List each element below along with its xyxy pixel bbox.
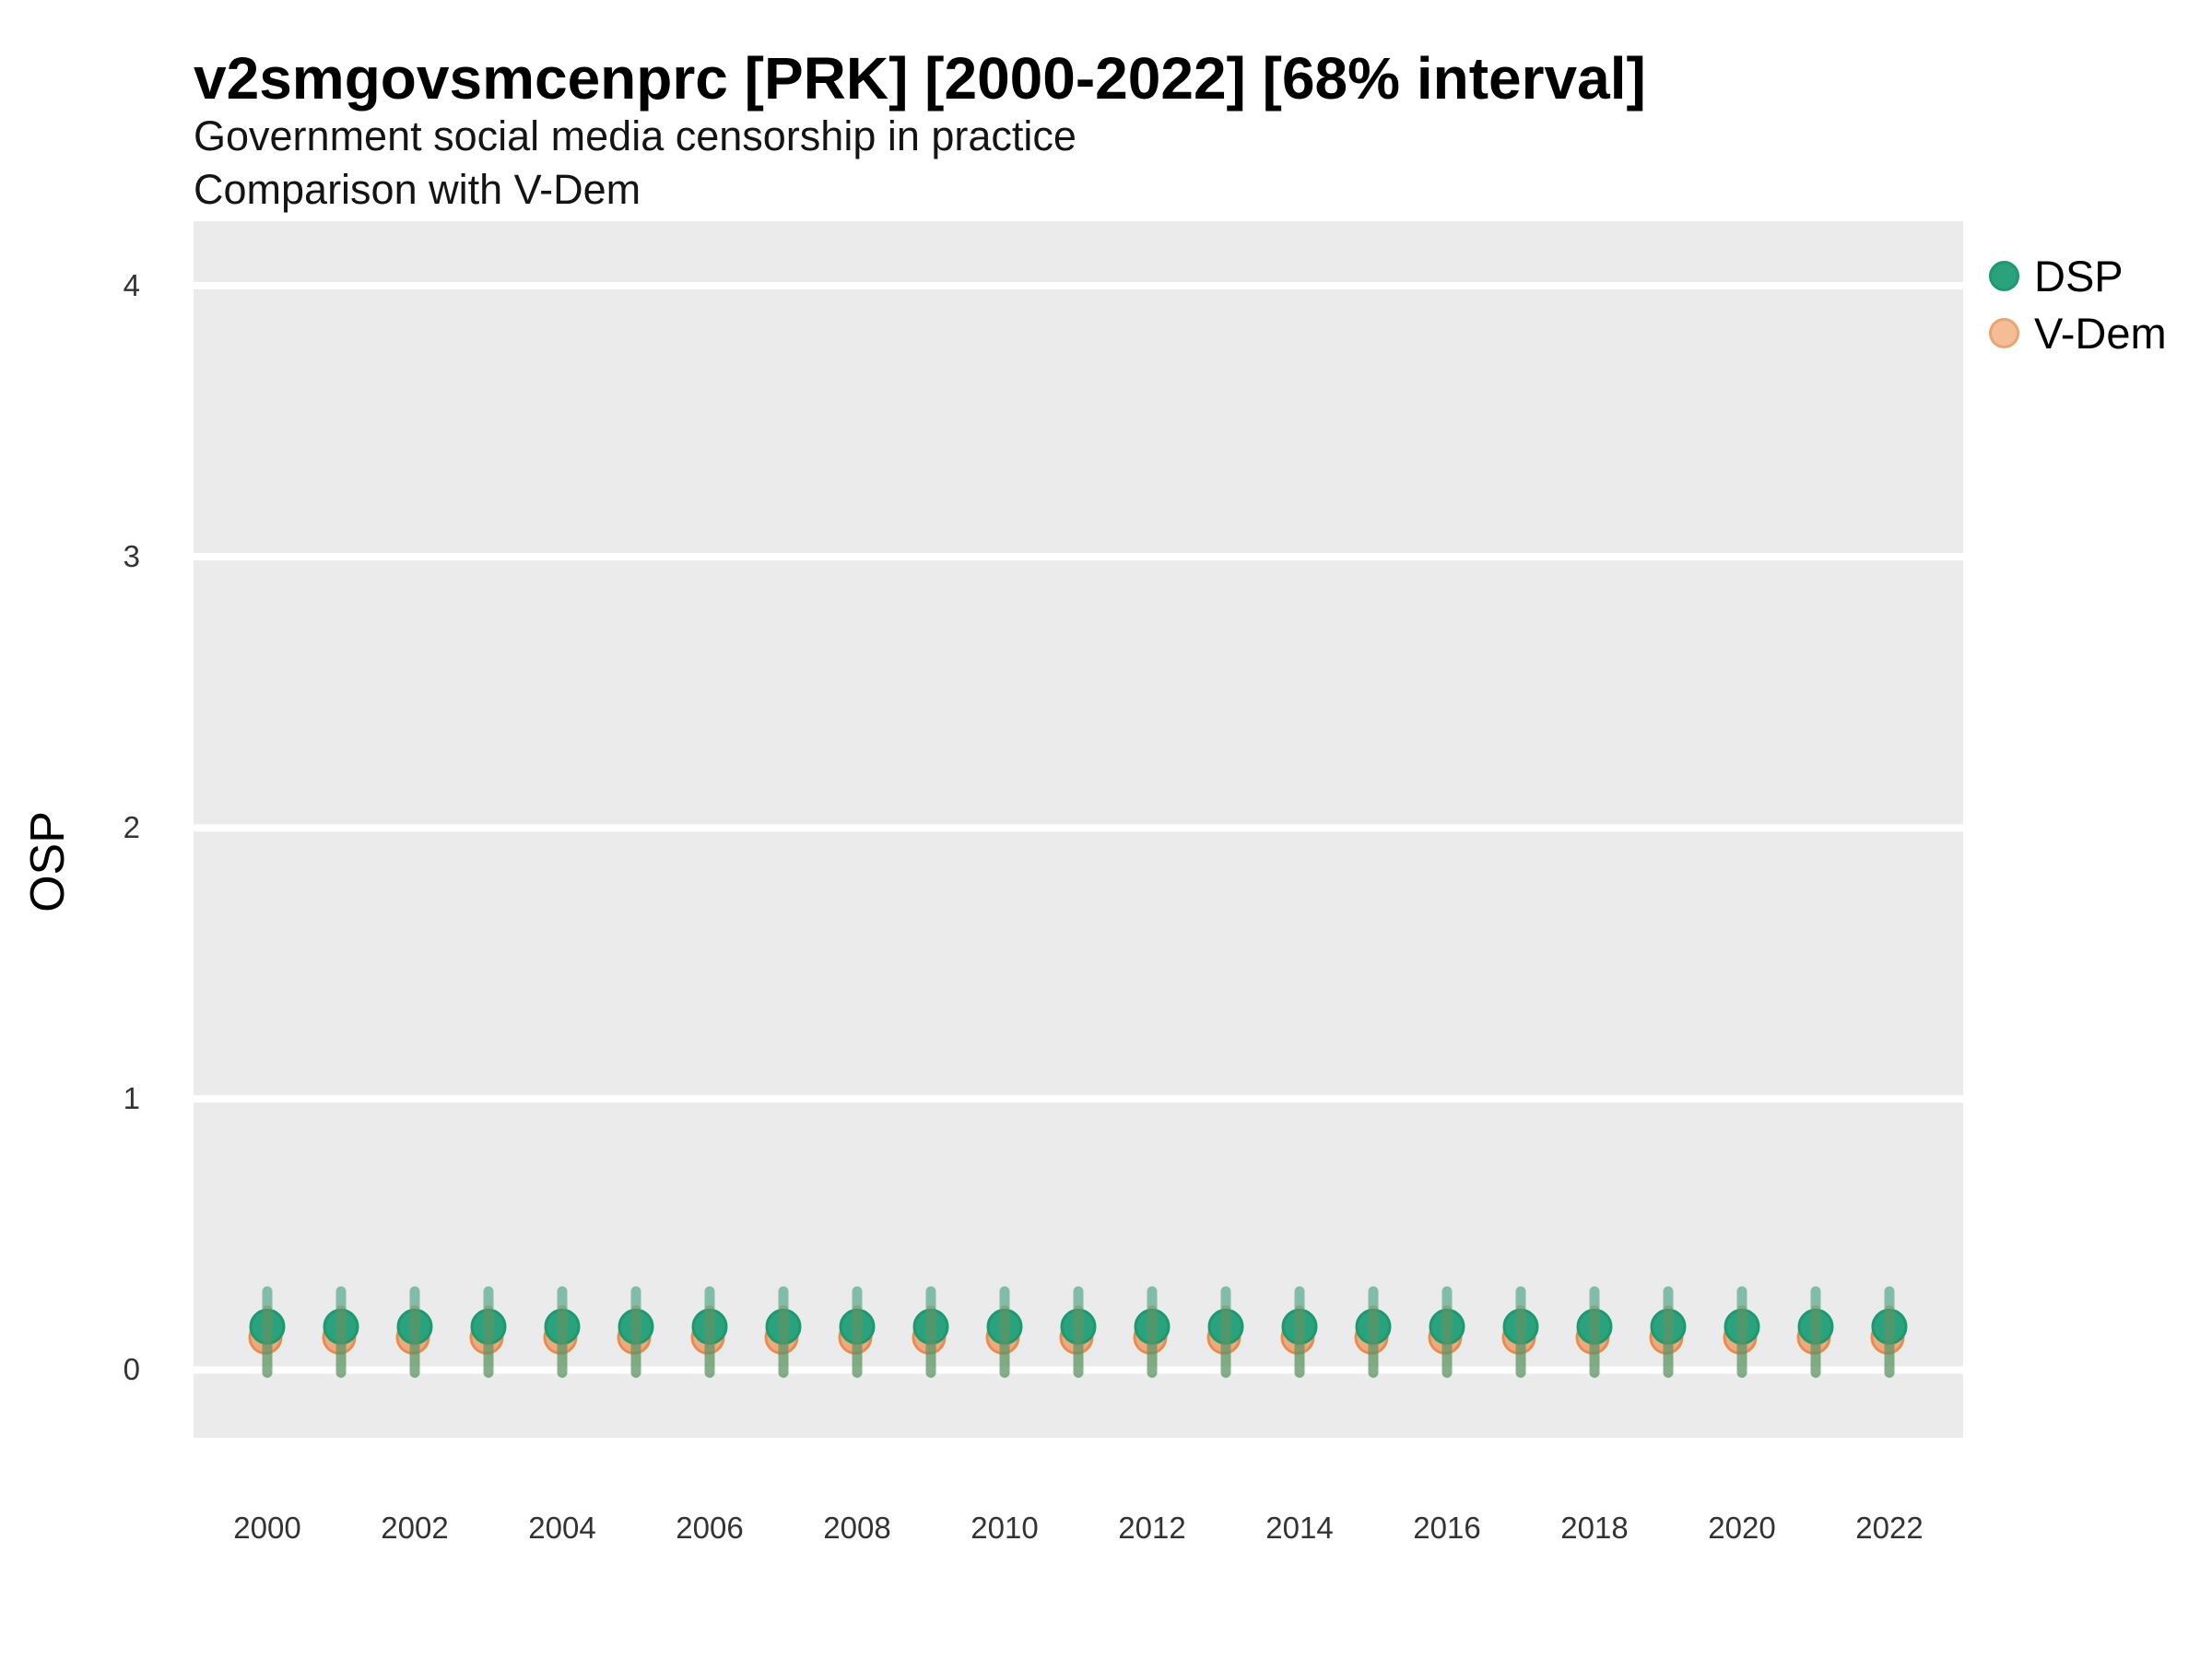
x-tick-label-2016: 2016 — [1413, 1511, 1481, 1545]
data-point-group-2007 — [764, 1286, 802, 1378]
data-point-group-2018 — [1575, 1286, 1613, 1378]
legend-label-dsp: DSP — [2034, 251, 2124, 300]
data-point-group-2004 — [543, 1286, 581, 1378]
data-point-group-2013 — [1206, 1286, 1244, 1378]
x-tick-label-2002: 2002 — [381, 1511, 449, 1545]
data-point-group-2008 — [838, 1286, 876, 1378]
data-point-group-2001 — [322, 1286, 359, 1378]
x-tick-label-2014: 2014 — [1265, 1511, 1334, 1545]
data-point-group-2021 — [1796, 1286, 1834, 1378]
data-point-group-2012 — [1133, 1286, 1171, 1378]
gridline-y-3 — [194, 553, 1963, 561]
dsp-legend-dot-icon — [1989, 260, 2019, 291]
legend: DSP V-Dem — [1989, 247, 2167, 361]
data-point-group-2017 — [1501, 1286, 1539, 1378]
x-tick-label-2020: 2020 — [1708, 1511, 1776, 1545]
chart-title: v2smgovsmcenprc [PRK] [2000-2022] [68% i… — [194, 45, 1646, 112]
plot-panel — [194, 221, 1963, 1438]
x-tick-label-2004: 2004 — [528, 1511, 596, 1545]
x-tick-label-2018: 2018 — [1560, 1511, 1629, 1545]
gridline-y-1 — [194, 1095, 1963, 1103]
data-point-group-2010 — [985, 1286, 1023, 1378]
data-point-group-2014 — [1280, 1286, 1318, 1378]
x-tick-label-2022: 2022 — [1855, 1511, 1924, 1545]
x-tick-label-2000: 2000 — [233, 1511, 301, 1545]
legend-label-vdem: V-Dem — [2034, 308, 2167, 358]
x-tick-label-2012: 2012 — [1118, 1511, 1186, 1545]
data-point-group-2015 — [1354, 1286, 1392, 1378]
data-point-group-2009 — [912, 1286, 949, 1378]
data-point-group-2005 — [617, 1286, 654, 1378]
vdem-legend-dot-icon — [1989, 317, 2019, 348]
data-point-group-2020 — [1723, 1286, 1760, 1378]
data-point-group-2019 — [1649, 1286, 1687, 1378]
chart-subtitle: Government social media censorship in pr… — [194, 112, 1077, 159]
chart-comparison-note: Comparison with V-Dem — [194, 166, 641, 213]
y-tick-label-1: 1 — [123, 1081, 140, 1116]
gridline-y-2 — [194, 824, 1963, 832]
legend-item-dsp: DSP — [1989, 247, 2167, 304]
x-tick-label-2010: 2010 — [971, 1511, 1039, 1545]
y-tick-label-3: 3 — [123, 539, 140, 574]
y-tick-label-0: 0 — [123, 1352, 140, 1387]
data-point-group-2002 — [395, 1286, 433, 1378]
x-tick-label-2008: 2008 — [823, 1511, 891, 1545]
data-point-group-2022 — [1870, 1286, 1908, 1378]
y-tick-label-4: 4 — [123, 268, 140, 302]
y-tick-label-2: 2 — [123, 810, 140, 845]
data-point-group-2016 — [1428, 1286, 1465, 1378]
plot-canvas — [194, 282, 1963, 1378]
data-point-group-2011 — [1059, 1286, 1097, 1378]
data-point-group-2000 — [248, 1286, 286, 1378]
data-point-group-2003 — [469, 1286, 507, 1378]
x-tick-label-2006: 2006 — [676, 1511, 744, 1545]
data-point-group-2006 — [690, 1286, 728, 1378]
gridline-y-4 — [194, 282, 1963, 289]
legend-item-vdem: V-Dem — [1989, 304, 2167, 361]
